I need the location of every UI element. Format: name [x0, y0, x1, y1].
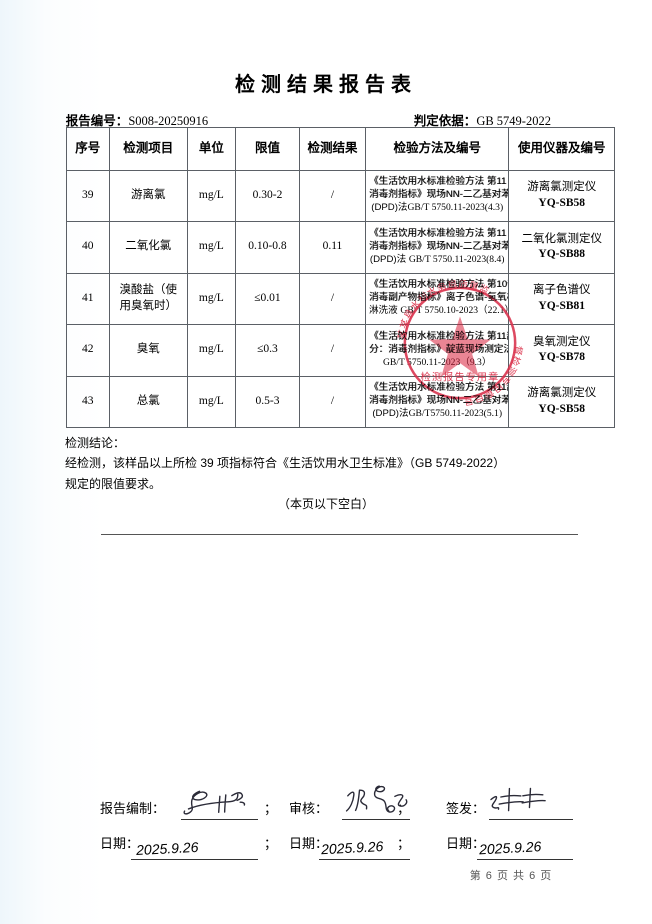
svg-text:2025.9.26: 2025.9.26 [478, 838, 542, 857]
svg-text:2025.9.26: 2025.9.26 [320, 838, 384, 857]
svg-text:2025.9.26: 2025.9.26 [135, 839, 199, 858]
